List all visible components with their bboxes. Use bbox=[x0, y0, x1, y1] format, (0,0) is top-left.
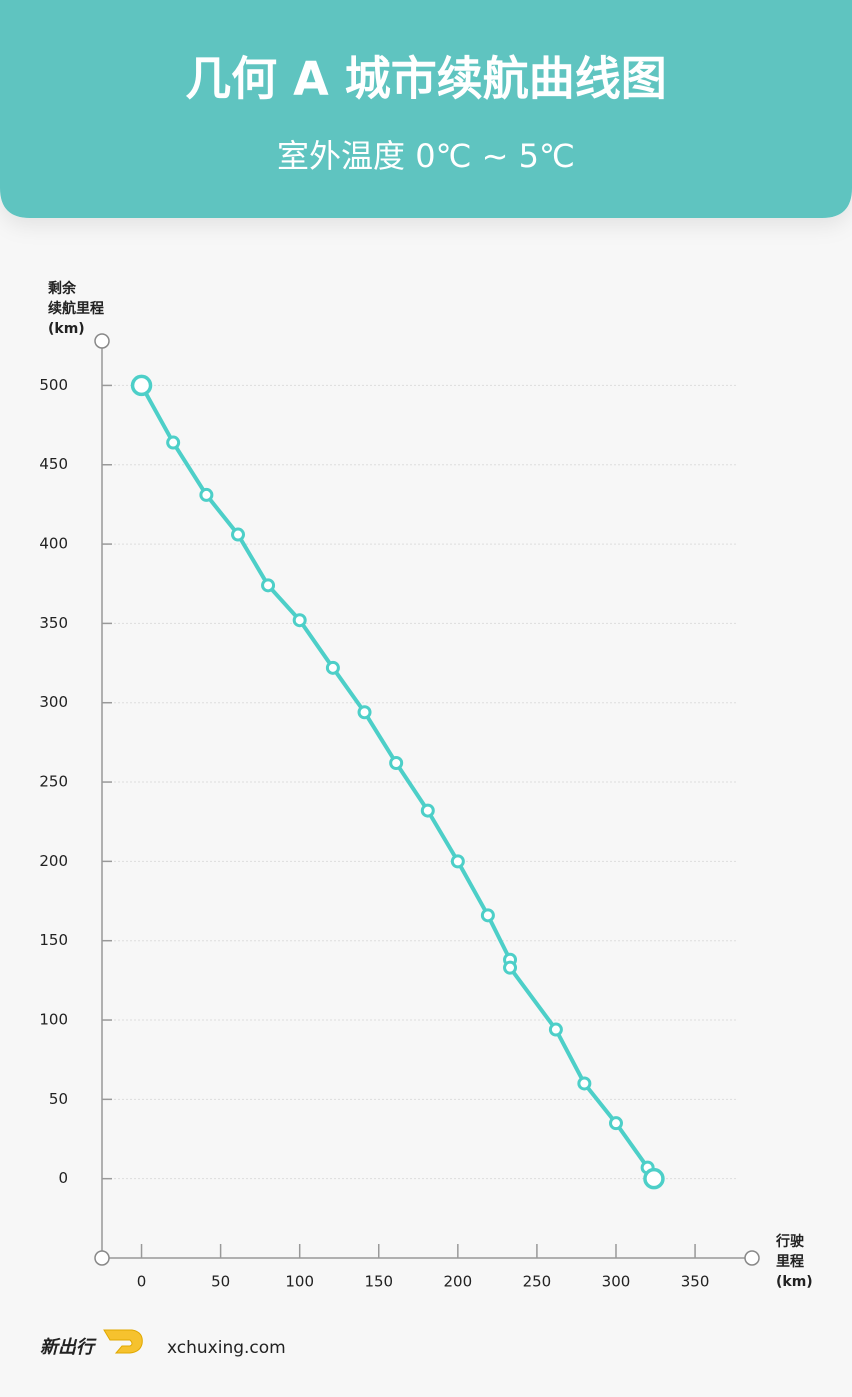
x-axis-label: 行驶 bbox=[775, 1233, 804, 1250]
y-tick-label: 500 bbox=[39, 376, 68, 394]
y-tick-label: 200 bbox=[39, 852, 68, 870]
data-point bbox=[130, 374, 153, 397]
data-point bbox=[357, 705, 372, 720]
y-tick-label: 450 bbox=[39, 455, 68, 473]
x-axis-label: (km) bbox=[776, 1274, 813, 1290]
data-point bbox=[480, 908, 495, 923]
x-tick-label: 0 bbox=[137, 1273, 147, 1291]
data-point bbox=[325, 660, 340, 675]
y-tick-label: 300 bbox=[39, 693, 68, 711]
x-tick-label: 100 bbox=[285, 1273, 314, 1291]
data-point bbox=[231, 527, 246, 542]
x-tick-label: 150 bbox=[364, 1273, 393, 1291]
data-point bbox=[643, 1167, 665, 1190]
data-point bbox=[261, 578, 276, 593]
y-tick-label: 400 bbox=[39, 535, 68, 553]
x-tick-label: 50 bbox=[211, 1273, 230, 1291]
data-point bbox=[503, 960, 518, 975]
x-tick-label: 350 bbox=[681, 1273, 710, 1291]
data-point bbox=[577, 1076, 592, 1091]
chart-title: 几何 A 城市续航曲线图 bbox=[185, 52, 667, 106]
data-point bbox=[292, 613, 307, 628]
y-tick-label: 100 bbox=[39, 1011, 68, 1029]
x-tick-label: 200 bbox=[444, 1273, 473, 1291]
axis-end bbox=[94, 1250, 110, 1266]
data-point bbox=[608, 1116, 623, 1131]
brand-logo-icon bbox=[103, 1329, 143, 1354]
y-axis-label: 续航里程 bbox=[48, 300, 104, 317]
x-tick-label: 300 bbox=[602, 1273, 631, 1291]
data-point bbox=[548, 1022, 563, 1037]
y-tick-label: 350 bbox=[39, 614, 68, 632]
x-axis-label: 里程 bbox=[776, 1254, 804, 1270]
axis-end bbox=[744, 1250, 760, 1266]
y-tick-label: 0 bbox=[58, 1169, 68, 1187]
y-tick-label: 250 bbox=[39, 773, 68, 791]
chart-subtitle: 室外温度 0℃ ~ 5℃ bbox=[277, 137, 575, 175]
y-axis-label: 剩余 bbox=[48, 280, 77, 297]
data-point bbox=[389, 756, 404, 771]
brand-logo-text: 新出行 bbox=[40, 1337, 97, 1358]
header bbox=[0, 0, 852, 218]
y-axis-label: (km) bbox=[48, 321, 85, 337]
plot-area: 0 50 100 150 200 250 300 350 400 450 500 0 50 100 150 2… bbox=[39, 333, 760, 1291]
data-point bbox=[420, 803, 435, 818]
data-point bbox=[450, 854, 465, 869]
y-tick-label: 150 bbox=[39, 931, 68, 949]
y-tick-label: 50 bbox=[49, 1090, 68, 1108]
x-tick-label: 250 bbox=[523, 1273, 552, 1291]
data-point bbox=[166, 435, 181, 450]
axis-end bbox=[94, 333, 110, 349]
data-point bbox=[199, 487, 214, 502]
site-url: xchuxing.com bbox=[167, 1338, 286, 1358]
